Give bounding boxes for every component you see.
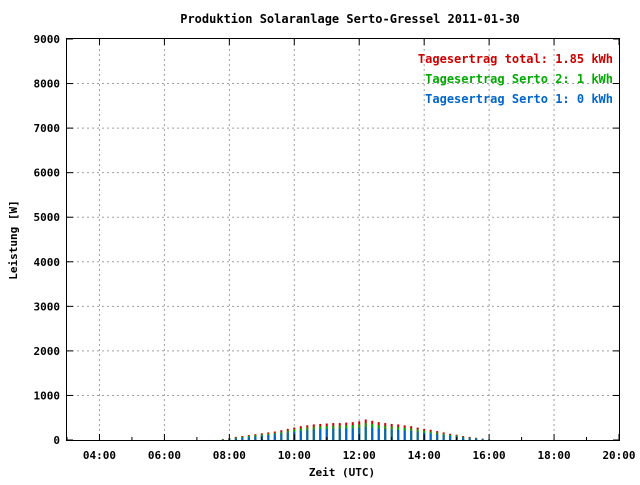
bar-serto-1 <box>339 429 341 440</box>
bar-serto-1 <box>254 436 256 440</box>
bar-serto-1 <box>352 428 354 440</box>
bar-serto-1 <box>241 438 243 440</box>
bar-serto-1 <box>365 427 367 440</box>
y-tick-label: 6000 <box>34 167 61 180</box>
x-tick-label: 18:00 <box>537 449 570 462</box>
y-tick-label: 2000 <box>34 345 61 358</box>
legend: Tagesertrag total: 1.85 kWh Tagesertrag S… <box>418 52 613 106</box>
bar-serto-1 <box>384 429 386 440</box>
bar-serto-1 <box>300 431 302 440</box>
y-tick-label: 8000 <box>34 78 61 91</box>
bar-serto-1 <box>280 434 282 440</box>
legend-entry: Tagesertrag total: 1.85 kWh <box>418 52 613 66</box>
bar-serto-1 <box>417 432 419 440</box>
bar-serto-1 <box>306 430 308 440</box>
bar-serto-1 <box>462 437 464 440</box>
chart-title: Produktion Solaranlage Serto-Gressel 201… <box>180 12 520 26</box>
x-tick-label: 12:00 <box>343 449 376 462</box>
x-tick-label: 10:00 <box>278 449 311 462</box>
bar-serto-1 <box>475 439 477 440</box>
bar-serto-1 <box>449 436 451 440</box>
legend-entry: Tagesertrag Serto 2: 1 kWh <box>425 72 613 86</box>
x-axis-label: Zeit (UTC) <box>309 466 375 479</box>
bar-serto-1 <box>371 428 373 440</box>
x-tick-label: 04:00 <box>83 449 116 462</box>
y-tick-label: 5000 <box>34 211 61 224</box>
bar-serto-1 <box>332 429 334 440</box>
bar-serto-1 <box>248 437 250 440</box>
x-tick-label: 14:00 <box>408 449 441 462</box>
legend-entry: Tagesertrag Serto 1: 0 kWh <box>425 92 613 106</box>
y-tick-label: 7000 <box>34 122 61 135</box>
bar-serto-1 <box>287 433 289 440</box>
bar-serto-1 <box>345 428 347 440</box>
bar-serto-1 <box>482 439 484 440</box>
bar-serto-1 <box>430 433 432 440</box>
y-tick-label: 0 <box>53 434 60 447</box>
bar-serto-1 <box>443 435 445 440</box>
bar-serto-1 <box>235 438 237 440</box>
bar-serto-1 <box>397 430 399 440</box>
y-tick-label: 9000 <box>34 33 61 46</box>
y-tick-label: 3000 <box>34 300 61 313</box>
x-tick-label: 06:00 <box>148 449 181 462</box>
bar-serto-1 <box>313 430 315 440</box>
x-tick-label: 08:00 <box>213 449 246 462</box>
bar-serto-1 <box>404 430 406 440</box>
bars <box>222 420 490 440</box>
bar-serto-1 <box>274 434 276 440</box>
bar-serto-1 <box>469 438 471 440</box>
x-tick-label: 16:00 <box>473 449 506 462</box>
bar-serto-1 <box>410 431 412 440</box>
y-tick-label: 4000 <box>34 256 61 269</box>
x-tick-label: 20:00 <box>602 449 635 462</box>
bar-serto-1 <box>436 434 438 440</box>
bar-serto-1 <box>267 435 269 440</box>
y-tick-label: 1000 <box>34 389 61 402</box>
bar-serto-1 <box>319 429 321 440</box>
bar-serto-1 <box>378 428 380 440</box>
y-axis-label: Leistung [W] <box>7 200 20 279</box>
